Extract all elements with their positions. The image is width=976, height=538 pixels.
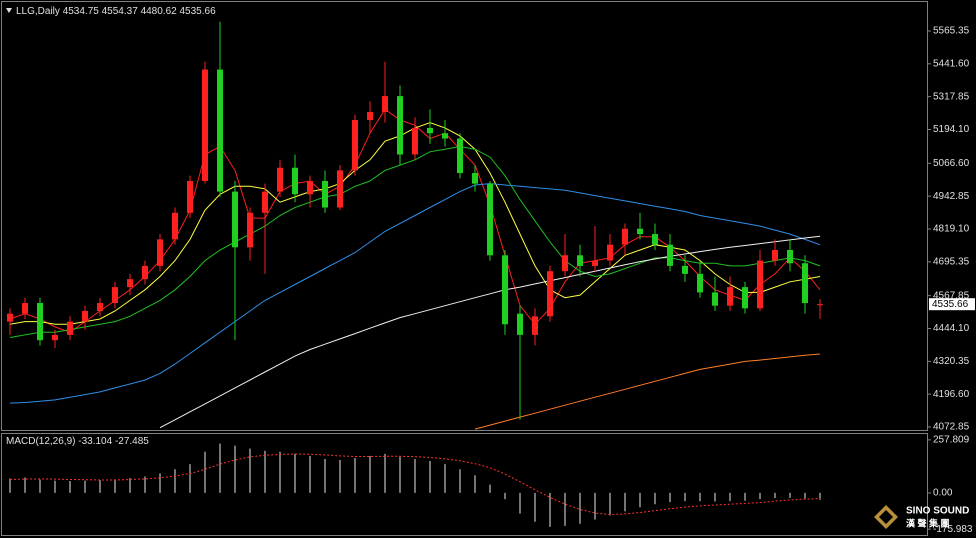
candle-body — [472, 173, 478, 184]
low-value: 4480.62 — [141, 6, 178, 17]
candle-body — [427, 127, 433, 134]
candle-body — [262, 191, 268, 213]
candle-body — [697, 273, 703, 293]
candle-body — [817, 304, 823, 306]
candle-body — [607, 244, 613, 261]
y-tick-label: 5441.60 — [933, 58, 970, 69]
candle-body — [7, 313, 13, 322]
candle-body — [457, 138, 463, 174]
main-panel-frame — [1, 1, 928, 431]
y-tick-label: 4942.85 — [933, 191, 970, 202]
candle-body — [802, 263, 808, 304]
candle-body — [112, 287, 118, 304]
y-tick-label: 0.00 — [933, 488, 953, 499]
y-tick-label: 4819.10 — [933, 224, 970, 235]
candle-body — [682, 265, 688, 274]
y-tick-label: 5066.60 — [933, 158, 970, 169]
macd-value: -33.104 — [78, 436, 112, 447]
candle-body — [232, 191, 238, 248]
candle-body — [547, 271, 553, 317]
macd-panel-frame — [1, 433, 928, 536]
candle-body — [37, 303, 43, 341]
candle-body — [397, 96, 403, 155]
watermark: SINO SOUND 漢 聲 集 團 — [874, 505, 969, 529]
candle-body — [502, 255, 508, 325]
watermark-brand: SINO SOUND — [906, 506, 969, 517]
candle-body — [532, 316, 538, 335]
moving-average-line — [9, 183, 821, 404]
candle-body — [592, 260, 598, 266]
macd-title: MACD(12,26,9) — [6, 436, 75, 447]
candle-body — [322, 180, 328, 208]
candle-body — [337, 170, 343, 208]
candle-body — [637, 228, 643, 235]
candle-body — [757, 260, 763, 309]
candle-body — [367, 112, 373, 120]
high-value: 4554.37 — [102, 6, 139, 17]
y-tick-label: 4196.60 — [933, 389, 970, 400]
candle-body — [97, 303, 103, 312]
plot-area: 5565.35 5441.60 5317.85 5194.10 5066.60 4942.… — [7, 21, 973, 535]
price-label-box — [929, 298, 975, 311]
open-value: 4534.75 — [63, 6, 100, 17]
y-tick-label: 4072.85 — [933, 422, 970, 433]
candle-body — [307, 180, 313, 195]
y-tick-label: 5194.10 — [933, 124, 970, 135]
candle-body — [67, 321, 73, 335]
y-tick-label: 5565.35 — [933, 26, 970, 37]
signal-value: -27.485 — [115, 436, 149, 447]
moving-average-line — [474, 353, 821, 430]
candle-body — [562, 255, 568, 272]
candle-body — [142, 265, 148, 280]
chart-header: LLG,Daily 4534.75 4554.37 4480.62 4535.6… — [16, 6, 216, 17]
y-tick-label: 4444.10 — [933, 323, 970, 334]
candle-body — [292, 167, 298, 195]
candle-body — [442, 133, 448, 139]
candle-body — [187, 180, 193, 213]
candle-body — [277, 167, 283, 192]
candle-body — [82, 311, 88, 322]
moving-average-line — [159, 235, 821, 429]
candle-body — [652, 234, 658, 245]
candle-body — [247, 212, 253, 248]
candle-body — [787, 249, 793, 264]
candle-body — [577, 255, 583, 266]
candle-body — [172, 212, 178, 240]
candle-body — [127, 279, 133, 288]
close-value: 4535.66 — [180, 6, 217, 17]
y-tick-label: -175.983 — [933, 524, 973, 535]
signal-line — [9, 453, 821, 516]
watermark-logo-inner — [879, 510, 893, 524]
symbol: LLG,Daily — [16, 6, 60, 17]
candle-body — [157, 239, 163, 266]
candle-body — [202, 69, 208, 181]
candle-body — [772, 249, 778, 261]
candle-body — [667, 244, 673, 266]
candle-body — [487, 183, 493, 256]
candle-body — [22, 303, 28, 314]
candle-body — [352, 119, 358, 171]
candle-body — [217, 69, 223, 192]
candle-body — [727, 287, 733, 306]
candle-body — [622, 228, 628, 245]
y-tick-label: 4567.85 — [933, 290, 970, 301]
candle-body — [742, 287, 748, 309]
y-tick-label: 257.809 — [933, 435, 970, 446]
candle-body — [712, 292, 718, 306]
price-label: 4535.66 — [932, 299, 969, 310]
candle-body — [382, 96, 388, 113]
watermark-chinese: 漢 聲 集 團 — [906, 517, 950, 528]
collapse-arrow — [6, 8, 12, 13]
candle-body — [412, 127, 418, 155]
candle-body — [517, 313, 523, 335]
y-tick-label: 4320.35 — [933, 356, 970, 367]
y-tick-label: 4695.35 — [933, 256, 970, 267]
candle-body — [52, 334, 58, 341]
macd-header: MACD(12,26,9) -33.104 -27.485 — [6, 436, 149, 447]
y-tick-label: 5317.85 — [933, 91, 970, 102]
